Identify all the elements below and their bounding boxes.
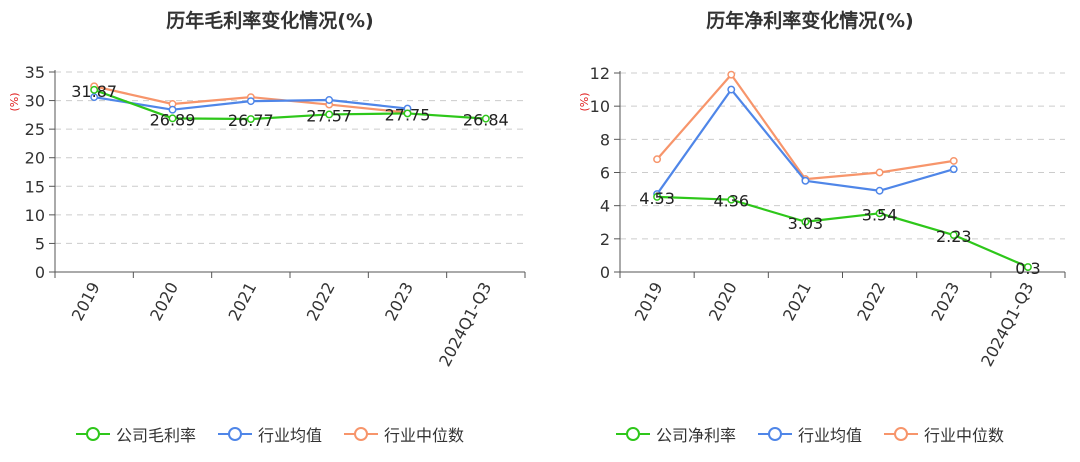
y-tick-label: 5 <box>35 234 45 253</box>
legend-label: 行业中位数 <box>924 426 1005 445</box>
y-tick-label: 25 <box>25 120 45 139</box>
data-point-company <box>403 109 412 118</box>
data-point-company <box>727 195 736 204</box>
series-line-industry_median <box>656 73 954 181</box>
data-point-industry_median <box>875 168 884 177</box>
legend-item-company[interactable]: 公司净利率 <box>615 422 736 446</box>
data-point-company <box>325 110 334 119</box>
data-point-company <box>168 114 177 123</box>
legend-item-industry-median[interactable]: 行业中位数 <box>344 422 464 446</box>
data-point-industry_avg <box>727 85 736 94</box>
y-axis-label: (%) <box>578 92 591 111</box>
y-tick-label: 20 <box>25 149 45 168</box>
data-point-industry_median <box>949 156 958 165</box>
series-line-company <box>93 88 486 121</box>
x-tick-label: 2020 <box>705 279 741 324</box>
data-point-company <box>1023 263 1032 271</box>
y-tick-label: 2 <box>600 230 610 249</box>
data-point-industry_avg <box>875 186 884 195</box>
data-point-company <box>801 217 810 226</box>
chart-title: 历年净利率变化情况(%) <box>706 10 914 32</box>
chart-title: 历年毛利率变化情况(%) <box>166 10 374 32</box>
data-label: 4.36 <box>713 192 749 211</box>
legend-label: 公司净利率 <box>655 426 736 445</box>
data-point-company <box>875 209 884 218</box>
legend-item-industry-avg[interactable]: 行业均值 <box>757 422 862 446</box>
legend-item-company[interactable]: 公司毛利率 <box>75 422 196 446</box>
x-tick-label: 2024Q1-Q3 <box>435 279 495 370</box>
gross-margin-plot: 0 5 10 15 20 25 30 35 (%) 2019 2020 2021 2022 2023 202… <box>8 63 526 370</box>
data-label: 26.89 <box>150 110 196 129</box>
legend: 公司毛利率 行业均值 行业中位数 <box>0 422 540 446</box>
x-tick-label: 2021 <box>224 279 260 324</box>
data-point-industry_median <box>653 155 662 164</box>
legend-swatch-industry-median <box>884 427 918 441</box>
data-label: 3.03 <box>788 214 824 233</box>
legend-swatch-industry-avg <box>217 427 252 441</box>
data-point-company <box>481 114 490 123</box>
data-label: 27.57 <box>306 106 352 125</box>
x-tick-label: 2019 <box>631 279 667 324</box>
y-tick-label: 15 <box>25 177 45 196</box>
series-line-company <box>657 195 1029 269</box>
x-tick-label: 2019 <box>68 279 104 324</box>
data-point-company <box>949 231 958 239</box>
y-tick-label: 8 <box>600 130 610 149</box>
data-label: 4.53 <box>639 189 675 208</box>
legend-label: 公司毛利率 <box>115 426 196 445</box>
x-tick-label: 2023 <box>927 279 963 324</box>
legend-swatch-company <box>75 427 110 441</box>
y-tick-label: 35 <box>25 63 45 82</box>
y-tick-label: 0 <box>600 263 610 282</box>
legend-swatch-industry-avg <box>757 427 792 441</box>
legend-item-industry-avg[interactable]: 行业均值 <box>217 422 322 446</box>
x-tick-label: 2022 <box>303 279 339 324</box>
data-point-industry_avg <box>168 105 177 114</box>
data-label: 31.87 <box>71 82 117 101</box>
y-tick-label: 4 <box>600 197 610 216</box>
legend-swatch-industry-median <box>344 427 378 441</box>
data-label: 26.84 <box>463 111 509 130</box>
data-point-company <box>246 115 255 123</box>
data-point-industry_median <box>727 70 736 79</box>
net-margin-plot: 0 2 4 6 8 10 12 (%) 2019 2020 2021 2022 2023 2024Q1-Q… <box>578 64 1066 370</box>
data-point-industry_avg <box>801 176 810 185</box>
legend-item-industry-median[interactable]: 行业中位数 <box>884 422 1004 446</box>
data-label: 0.3 <box>1015 259 1040 278</box>
y-tick-label: 6 <box>600 164 610 183</box>
legend-label: 行业均值 <box>257 426 322 445</box>
x-tick-label: 2024Q1-Q3 <box>977 279 1037 370</box>
x-tick-label: 2020 <box>146 279 182 324</box>
y-tick-label: 30 <box>25 92 45 111</box>
data-point-company <box>653 192 662 201</box>
x-tick-label: 2023 <box>381 279 417 324</box>
y-axis-label: (%) <box>8 92 21 111</box>
legend-swatch-company <box>615 427 650 441</box>
legend-label: 行业均值 <box>797 426 862 445</box>
data-point-industry_avg <box>949 165 958 174</box>
y-tick-label: 0 <box>35 263 45 282</box>
data-point-industry_avg <box>90 93 99 102</box>
data-point-company <box>90 85 99 94</box>
x-tick-label: 2022 <box>853 279 889 324</box>
y-tick-label: 12 <box>590 64 610 83</box>
data-point-industry_avg <box>246 97 255 106</box>
legend: 公司净利率 行业均值 行业中位数 <box>540 422 1080 446</box>
data-label: 3.54 <box>862 205 898 224</box>
data-label: 2.23 <box>936 227 972 246</box>
y-tick-label: 10 <box>25 206 45 225</box>
gross-margin-chart: 历年毛利率变化情况(%) 0 5 10 15 20 25 30 35 (%) 2019 2020 20… <box>0 10 540 446</box>
data-label: 27.75 <box>385 105 431 124</box>
net-margin-chart: 历年净利率变化情况(%) 0 2 4 6 8 10 12 (%) 2019 2020 2021 202… <box>540 0 1080 462</box>
data-label: 26.77 <box>228 111 274 130</box>
legend-label: 行业中位数 <box>384 426 465 445</box>
data-point-industry_avg <box>325 96 334 104</box>
x-tick-label: 2021 <box>779 279 815 324</box>
y-tick-label: 10 <box>590 97 610 116</box>
